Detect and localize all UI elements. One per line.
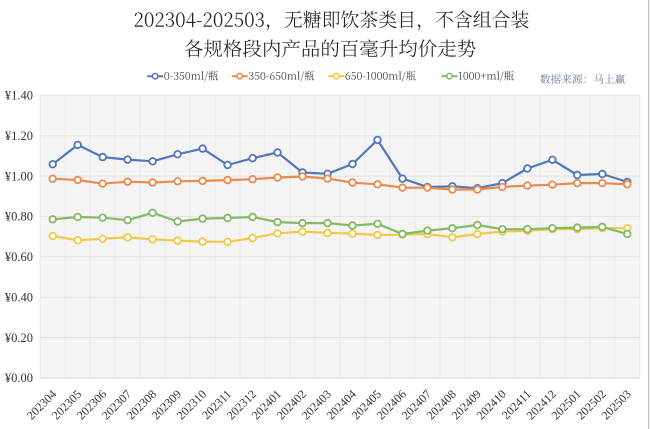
svg-text:¥0.00: ¥0.00 — [5, 371, 33, 385]
svg-text:¥0.20: ¥0.20 — [5, 331, 33, 345]
svg-text:¥1.20: ¥1.20 — [5, 129, 33, 143]
svg-text:¥0.80: ¥0.80 — [5, 210, 33, 224]
svg-text:¥0.60: ¥0.60 — [5, 250, 33, 264]
svg-text:¥1.40: ¥1.40 — [5, 89, 33, 103]
svg-text:¥0.40: ¥0.40 — [5, 290, 33, 304]
svg-text:¥1.00: ¥1.00 — [5, 169, 33, 183]
